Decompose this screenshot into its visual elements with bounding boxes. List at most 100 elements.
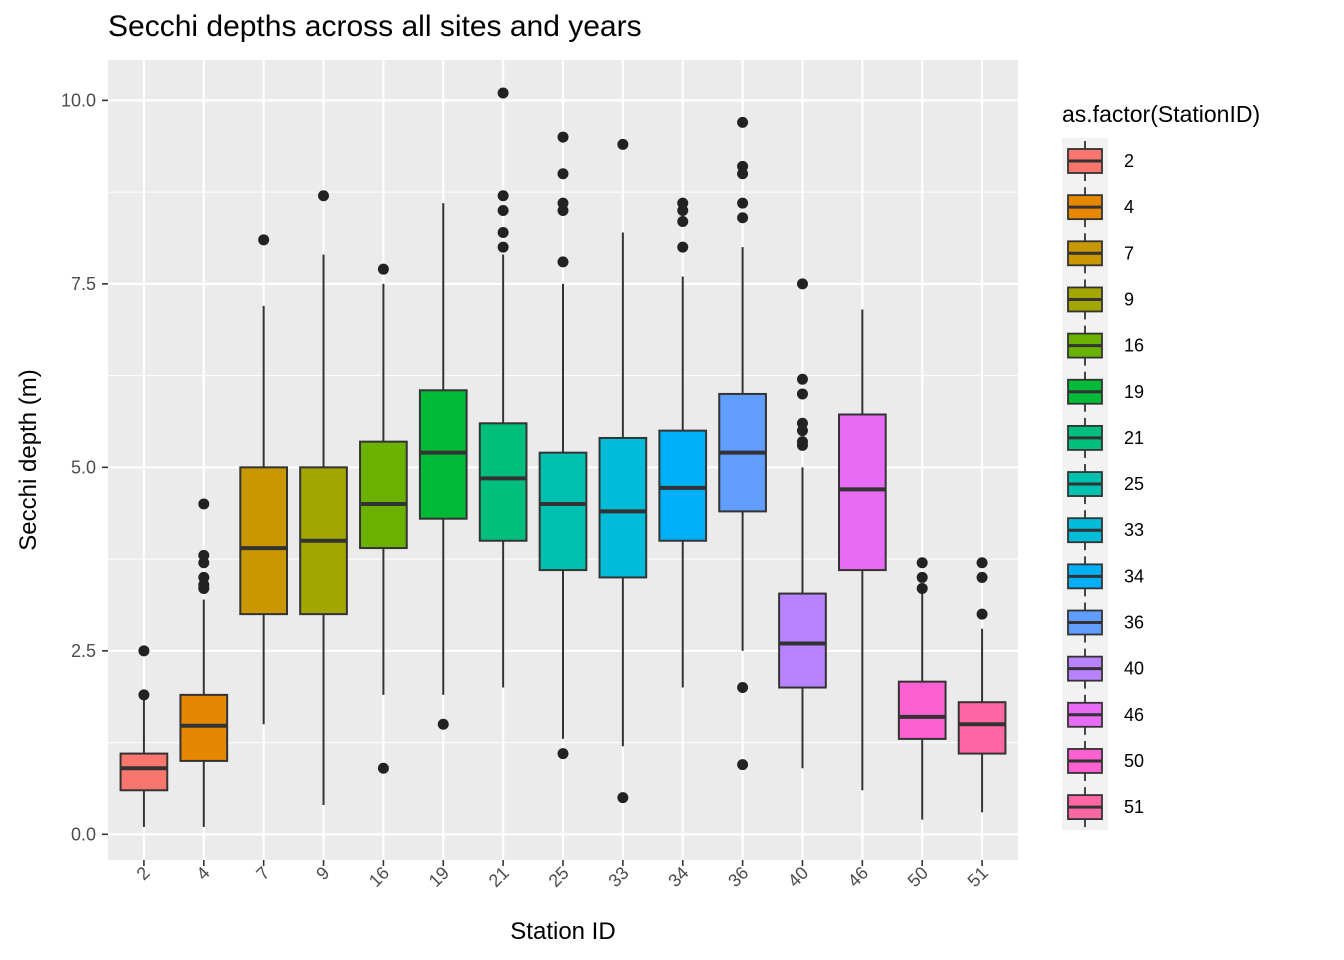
box-station-9	[299, 190, 348, 805]
outlier-point	[497, 190, 509, 202]
outlier-point	[198, 498, 210, 510]
outlier-point	[796, 373, 808, 385]
outlier-point	[796, 417, 808, 429]
legend-item-7: 7	[1062, 230, 1134, 277]
legend-item-25: 25	[1062, 461, 1144, 508]
legend-label: 33	[1124, 520, 1144, 540]
x-tick-label: 51	[964, 863, 992, 891]
box-station-50	[897, 557, 947, 820]
legend-label: 16	[1124, 336, 1144, 356]
legend-label: 25	[1124, 474, 1144, 494]
outlier-point	[677, 241, 689, 253]
box-iqr	[658, 429, 708, 542]
legend-item-21: 21	[1062, 414, 1144, 461]
x-tick-label: 21	[485, 863, 513, 891]
outlier-point	[138, 645, 150, 657]
y-axis: 0.0 2.5 5.0 7.5 10.0	[61, 90, 108, 844]
outlier-point	[198, 571, 210, 583]
outlier-point	[557, 748, 569, 760]
outlier-point	[737, 160, 749, 172]
x-tick-label: 40	[784, 863, 812, 891]
legend-label: 7	[1124, 243, 1134, 263]
legend-label: 4	[1124, 197, 1134, 217]
legend-label: 9	[1124, 289, 1134, 309]
outlier-point	[557, 168, 569, 180]
box-station-46	[837, 309, 887, 791]
outlier-point	[138, 689, 150, 701]
legend-item-46: 46	[1062, 691, 1144, 738]
legend-item-33: 33	[1062, 507, 1144, 554]
outlier-point	[258, 234, 270, 246]
legend-label: 34	[1124, 566, 1144, 586]
legend-item-19: 19	[1062, 368, 1144, 415]
box-iqr	[478, 422, 528, 542]
legend-title: as.factor(StationID)	[1062, 101, 1260, 127]
box-iqr	[957, 701, 1007, 755]
legend-item-34: 34	[1062, 553, 1144, 600]
x-axis-title: Station ID	[510, 918, 615, 945]
box-station-7	[239, 234, 289, 725]
y-tick-label: 2.5	[71, 641, 96, 661]
outlier-point	[737, 197, 749, 209]
x-tick-label: 34	[664, 863, 692, 891]
outlier-point	[916, 571, 928, 583]
legend-label: 46	[1124, 705, 1144, 725]
outlier-point	[198, 549, 210, 561]
x-tick-label: 16	[365, 863, 393, 891]
box-iqr	[538, 451, 588, 572]
legend-label: 51	[1124, 797, 1144, 817]
legend-label: 40	[1124, 659, 1144, 679]
box-iqr	[897, 680, 947, 740]
legend-label: 2	[1124, 151, 1134, 171]
boxes	[119, 87, 1007, 827]
box-iqr	[837, 413, 887, 572]
legend-label: 36	[1124, 613, 1144, 633]
y-tick-label: 0.0	[71, 824, 96, 844]
outlier-point	[377, 263, 389, 275]
box-station-33	[598, 138, 648, 804]
legend-label: 19	[1124, 382, 1144, 402]
box-iqr	[778, 592, 827, 689]
box-station-40	[778, 278, 827, 769]
y-axis-title: Secchi depth (m)	[15, 369, 42, 550]
legend-item-2: 2	[1062, 138, 1134, 184]
box-station-19	[418, 203, 468, 730]
legend-item-51: 51	[1062, 784, 1144, 831]
box-station-16	[359, 263, 408, 774]
legend-item-36: 36	[1062, 599, 1144, 646]
outlier-point	[557, 197, 569, 209]
outlier-point	[796, 388, 808, 400]
x-tick-label: 19	[425, 863, 453, 891]
legend-item-50: 50	[1062, 737, 1144, 784]
outlier-point	[796, 278, 808, 290]
outlier-point	[737, 759, 749, 771]
x-tick-label: 50	[904, 863, 932, 891]
box-iqr	[239, 466, 289, 616]
outlier-point	[976, 571, 988, 583]
outlier-point	[617, 138, 629, 150]
y-tick-label: 10.0	[61, 90, 96, 110]
box-iqr	[359, 440, 408, 550]
box-iqr	[119, 752, 169, 792]
legend-label: 21	[1124, 428, 1144, 448]
outlier-point	[497, 204, 509, 216]
outlier-point	[737, 116, 749, 128]
x-axis: 2 4 7 9 16 19 21 25 33 34 36 40 46 50 51	[133, 860, 992, 891]
x-tick-label: 25	[545, 863, 573, 891]
legend-label: 50	[1124, 751, 1144, 771]
box-station-51	[957, 557, 1007, 813]
outlier-point	[677, 197, 689, 209]
y-tick-label: 7.5	[71, 274, 96, 294]
outlier-point	[916, 557, 928, 569]
outlier-point	[976, 557, 988, 569]
outlier-point	[916, 582, 928, 594]
box-iqr	[179, 693, 229, 762]
box-station-21	[478, 87, 528, 688]
box-iqr	[598, 436, 648, 579]
legend: 2 4 7 9 16 19 21 25 33 34 36 40 46 50 51	[1062, 138, 1144, 831]
chart-title: Secchi depths across all sites and years	[108, 10, 642, 43]
box-station-4	[179, 498, 229, 827]
outlier-point	[677, 215, 689, 227]
x-tick-label: 46	[844, 863, 872, 891]
